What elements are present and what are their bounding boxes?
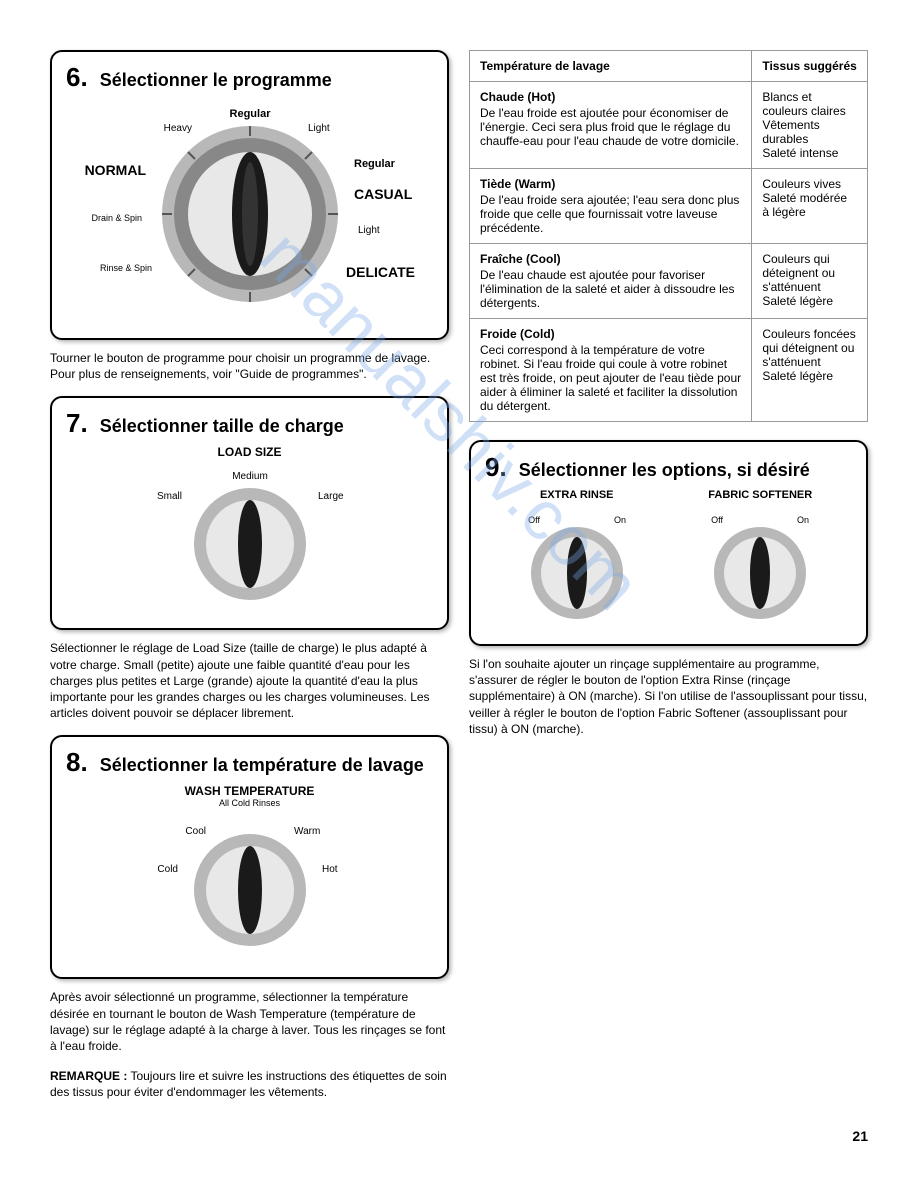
table-header-temp: Température de lavage — [470, 51, 752, 82]
panel6-text: Tourner le bouton de programme pour choi… — [50, 350, 449, 382]
load-medium: Medium — [232, 471, 268, 482]
table-row: Tiède (Warm) De l'eau froide sera ajoutée… — [470, 169, 868, 244]
row-desc: Ceci correspond à la température de votr… — [480, 343, 741, 413]
dial-label-light-r: Light — [358, 225, 380, 236]
panel-7: 7. Sélectionner taille de charge LOAD SI… — [50, 396, 449, 630]
table-header-fabric: Tissus suggérés — [752, 51, 868, 82]
load-size-title: LOAD SIZE — [66, 445, 433, 459]
step-number-8: 8. — [66, 747, 88, 778]
step-title-8: Sélectionner la température de lavage — [100, 755, 424, 776]
panel-8: 8. Sélectionner la température de lavage… — [50, 735, 449, 979]
program-dial: Regular Heavy Light NORMAL Regular CASUA… — [66, 99, 433, 324]
extra-rinse-dial: EXTRA RINSE Off On — [502, 489, 652, 630]
row-fabric: Blancs et couleurs clairesVêtements dura… — [752, 82, 868, 169]
row-title: Froide (Cold) — [480, 327, 741, 341]
step-number-9: 9. — [485, 452, 507, 483]
dial-label-delicate: DELICATE — [346, 264, 415, 280]
fabric-softener-title: FABRIC SOFTENER — [685, 489, 835, 501]
row-desc: De l'eau froide est ajoutée pour économi… — [480, 106, 741, 148]
temp-cool: Cool — [185, 826, 206, 837]
er-off: Off — [528, 515, 540, 525]
dial-label-drain: Drain & Spin — [91, 213, 142, 223]
row-fabric: Couleurs qui déteignent ou s'atténuentSa… — [752, 244, 868, 319]
wash-temp-dial: WASH TEMPERATURE All Cold Rinses Cool Wa… — [66, 784, 433, 963]
panel-9: 9. Sélectionner les options, si désiré E… — [469, 440, 868, 646]
panel8-remarque: REMARQUE : Toujours lire et suivre les i… — [50, 1068, 449, 1100]
dial-label-regular-r: Regular — [354, 158, 396, 170]
extra-rinse-title: EXTRA RINSE — [502, 489, 652, 501]
fs-on: On — [797, 515, 809, 525]
load-small: Small — [156, 491, 181, 502]
dial-label-casual: CASUAL — [354, 186, 413, 202]
row-fabric: Couleurs foncées qui déteignent ou s'att… — [752, 319, 868, 422]
row-fabric: Couleurs vivesSaleté modérée à légère — [752, 169, 868, 244]
dial-label-rinse: Rinse & Spin — [99, 263, 151, 273]
wash-temp-title: WASH TEMPERATURE — [66, 784, 433, 798]
load-size-dial: LOAD SIZE Medium Small Large — [66, 445, 433, 614]
fabric-softener-dial: FABRIC SOFTENER Off On — [685, 489, 835, 630]
step-title-9: Sélectionner les options, si désiré — [519, 460, 810, 481]
temp-hot: Hot — [322, 864, 338, 875]
er-on: On — [614, 515, 626, 525]
panel7-text: Sélectionner le réglage de Load Size (ta… — [50, 640, 449, 721]
load-large: Large — [318, 491, 344, 502]
temperature-table: Température de lavage Tissus suggérés Ch… — [469, 50, 868, 422]
panel9-text: Si l'on souhaite ajouter un rinçage supp… — [469, 656, 868, 737]
table-row: Froide (Cold) Ceci correspond à la tempér… — [470, 319, 868, 422]
step-title-7: Sélectionner taille de charge — [100, 416, 344, 437]
page-number: 21 — [852, 1128, 868, 1144]
fs-off: Off — [711, 515, 723, 525]
table-row: Chaude (Hot) De l'eau froide est ajoutée … — [470, 82, 868, 169]
row-title: Chaude (Hot) — [480, 90, 741, 104]
step-title-6: Sélectionner le programme — [100, 70, 332, 91]
remarque-label: REMARQUE : — [50, 1069, 127, 1083]
table-row: Fraîche (Cool) De l'eau chaude est ajouté… — [470, 244, 868, 319]
step-number-6: 6. — [66, 62, 88, 93]
panel-6: 6. Sélectionner le programme — [50, 50, 449, 340]
dial-label-heavy: Heavy — [163, 123, 191, 134]
row-title: Fraîche (Cool) — [480, 252, 741, 266]
row-title: Tiède (Warm) — [480, 177, 741, 191]
row-desc: De l'eau chaude est ajoutée pour favoris… — [480, 268, 741, 310]
dial-label-normal: NORMAL — [84, 162, 146, 178]
step-number-7: 7. — [66, 408, 88, 439]
panel8-text: Après avoir sélectionné un programme, sé… — [50, 989, 449, 1054]
temp-cold: Cold — [157, 864, 178, 875]
dial-label-regular-top: Regular — [229, 108, 271, 120]
row-desc: De l'eau froide sera ajoutée; l'eau sera… — [480, 193, 741, 235]
wash-temp-sub: All Cold Rinses — [66, 798, 433, 808]
dial-label-light-top: Light — [308, 123, 330, 134]
temp-warm: Warm — [294, 826, 320, 837]
